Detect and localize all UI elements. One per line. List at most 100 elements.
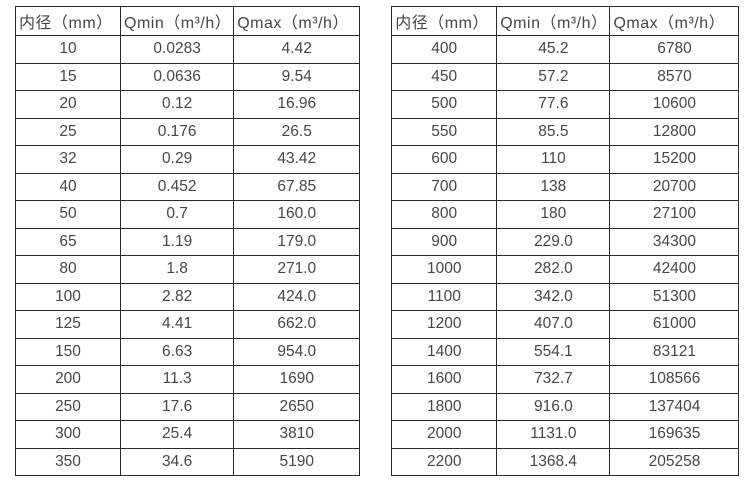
table-cell: 1400: [391, 337, 498, 366]
table-row: 80 1.8 271.0: [15, 255, 361, 284]
table-cell: 1131.0: [496, 420, 611, 449]
table-cell: 0.29: [119, 145, 235, 174]
table-row: 500 77.6 10600: [391, 90, 740, 119]
table-cell: 0.452: [119, 172, 235, 201]
table-cell: 407.0: [496, 310, 611, 339]
table-cell: 4.41: [119, 310, 235, 339]
table-cell: 57.2: [496, 62, 611, 91]
table-row: 600 110 15200: [391, 145, 740, 174]
table-cell: 400: [391, 35, 498, 64]
table-row: 2000 1131.0 169635: [391, 420, 740, 449]
table-cell: 0.7: [119, 200, 235, 229]
table-row: 25 0.176 26.5: [15, 117, 361, 146]
table-row: 1800 916.0 137404: [391, 392, 740, 421]
table-cell: 50: [15, 200, 121, 229]
column-header-qmin: Qmin（m³/h）: [496, 6, 611, 36]
table-row: 200 11.3 1690: [15, 365, 361, 394]
table-cell: 954.0: [233, 337, 361, 366]
table-cell: 11.3: [119, 365, 235, 394]
table-cell: 160.0: [233, 200, 361, 229]
table-cell: 229.0: [496, 227, 611, 256]
table-body: 400 45.2 6780 450 57.2 8570 500 77.6 10600 550 85.…: [391, 35, 740, 476]
table-cell: 110: [496, 145, 611, 174]
table-cell: 800: [391, 200, 498, 229]
table-cell: 0.0636: [119, 62, 235, 91]
table-cell: 32: [15, 145, 121, 174]
column-header-diameter: 内径（mm）: [391, 6, 498, 36]
table-cell: 10600: [609, 90, 740, 119]
table-row: 20 0.12 16.96: [15, 90, 361, 119]
table-cell: 10: [15, 35, 121, 64]
table-cell: 1100: [391, 282, 498, 311]
table-cell: 2200: [391, 447, 498, 476]
table-cell: 282.0: [496, 255, 611, 284]
table-cell: 300: [15, 420, 121, 449]
table-cell: 1368.4: [496, 447, 611, 476]
table-row: 800 180 27100: [391, 200, 740, 229]
table-cell: 250: [15, 392, 121, 421]
table-header: 内径（mm） Qmin（m³/h） Qmax（m³/h）: [391, 6, 740, 36]
table-cell: 138: [496, 172, 611, 201]
table-cell: 350: [15, 447, 121, 476]
table-cell: 205258: [609, 447, 740, 476]
table-cell: 83121: [609, 337, 740, 366]
table-cell: 9.54: [233, 62, 361, 91]
table-cell: 43.42: [233, 145, 361, 174]
table-cell: 8570: [609, 62, 740, 91]
table-cell: 900: [391, 227, 498, 256]
table-cell: 3810: [233, 420, 361, 449]
table-cell: 2000: [391, 420, 498, 449]
table-row: 10 0.0283 4.42: [15, 35, 361, 64]
table-cell: 65: [15, 227, 121, 256]
table-cell: 5190: [233, 447, 361, 476]
table-cell: 1.19: [119, 227, 235, 256]
column-header-diameter: 内径（mm）: [15, 6, 121, 36]
table-cell: 732.7: [496, 365, 611, 394]
table-cell: 271.0: [233, 255, 361, 284]
table-cell: 500: [391, 90, 498, 119]
table-cell: 2.82: [119, 282, 235, 311]
table-cell: 169635: [609, 420, 740, 449]
table-cell: 20: [15, 90, 121, 119]
table-cell: 4.42: [233, 35, 361, 64]
table-cell: 550: [391, 117, 498, 146]
column-header-qmax: Qmax（m³/h）: [609, 6, 740, 36]
table-cell: 424.0: [233, 282, 361, 311]
table-row: 250 17.6 2650: [15, 392, 361, 421]
table-cell: 150: [15, 337, 121, 366]
table-cell: 1600: [391, 365, 498, 394]
table-cell: 0.176: [119, 117, 235, 146]
table-cell: 61000: [609, 310, 740, 339]
table-cell: 85.5: [496, 117, 611, 146]
table-row: 900 229.0 34300: [391, 227, 740, 256]
table-cell: 25.4: [119, 420, 235, 449]
table-cell: 34300: [609, 227, 740, 256]
table-cell: 67.85: [233, 172, 361, 201]
table-cell: 17.6: [119, 392, 235, 421]
column-header-qmin: Qmin（m³/h）: [119, 6, 235, 36]
table-row: 550 85.5 12800: [391, 117, 740, 146]
table-row: 40 0.452 67.85: [15, 172, 361, 201]
table-cell: 42400: [609, 255, 740, 284]
table-cell: 6.63: [119, 337, 235, 366]
table-cell: 77.6: [496, 90, 611, 119]
table-row: 65 1.19 179.0: [15, 227, 361, 256]
table-row: 15 0.0636 9.54: [15, 62, 361, 91]
table-cell: 600: [391, 145, 498, 174]
table-cell: 40: [15, 172, 121, 201]
table-cell: 20700: [609, 172, 740, 201]
table-cell: 125: [15, 310, 121, 339]
table-row: 1600 732.7 108566: [391, 365, 740, 394]
table-cell: 1690: [233, 365, 361, 394]
table-row: 100 2.82 424.0: [15, 282, 361, 311]
header-row: 内径（mm） Qmin（m³/h） Qmax（m³/h）: [15, 6, 361, 36]
table-cell: 27100: [609, 200, 740, 229]
table-row: 50 0.7 160.0: [15, 200, 361, 229]
table-body: 10 0.0283 4.42 15 0.0636 9.54 20 0.12 16.96 25 0.1…: [15, 35, 361, 476]
table-cell: 0.0283: [119, 35, 235, 64]
table-cell: 1000: [391, 255, 498, 284]
table-cell: 0.12: [119, 90, 235, 119]
table-row: 1000 282.0 42400: [391, 255, 740, 284]
